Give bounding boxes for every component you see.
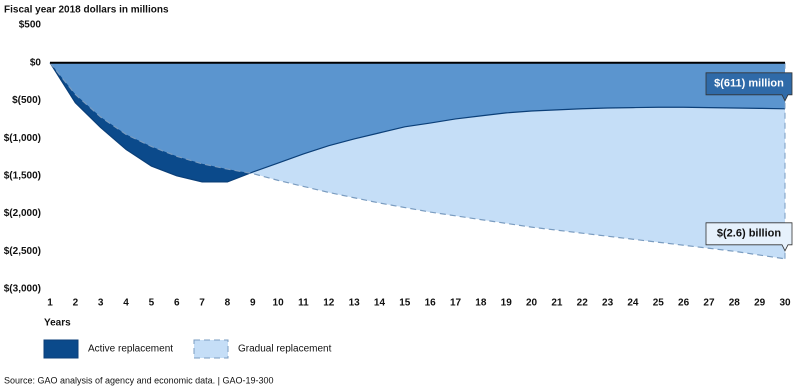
x-tick-label: 25	[653, 298, 665, 309]
legend-label: Gradual replacement	[238, 344, 332, 355]
end-label: $(2.6) billion	[717, 228, 781, 240]
x-tick-label: 9	[250, 298, 256, 309]
x-tick-label: 1	[47, 298, 53, 309]
y-tick-label: $0	[30, 57, 42, 68]
x-tick-label: 7	[199, 298, 205, 309]
source: Source: GAO analysis of agency and econo…	[4, 375, 273, 385]
series-line	[49, 62, 786, 260]
y-tick-label: $(1,500)	[4, 170, 41, 181]
x-tick-label: 30	[779, 298, 791, 309]
x-tick-label: 27	[703, 298, 715, 309]
x-tick-label: 24	[627, 298, 639, 309]
y-tick-label: $(3,000)	[4, 284, 41, 295]
x-tick-label: 10	[273, 298, 285, 309]
callout	[705, 222, 793, 252]
x-tick-label: 28	[729, 298, 741, 309]
x-tick-label: 2	[73, 298, 79, 309]
x-tick-label: 5	[149, 298, 155, 309]
x-tick-label: 3	[98, 298, 104, 309]
x-tick-label: 13	[349, 298, 361, 309]
x-tick-label: 4	[123, 298, 129, 309]
x-tick-label: 20	[526, 298, 538, 309]
x-tick-label: 12	[323, 298, 335, 309]
x-tick-label: 16	[425, 298, 437, 309]
x-tick-label: 15	[399, 298, 411, 309]
legend-label: Active replacement	[88, 344, 173, 355]
x-axis-label: Years	[44, 318, 71, 329]
x-tick-label: 11	[298, 298, 309, 309]
x-tick-label: 6	[174, 298, 180, 309]
x-tick-label: 21	[551, 298, 563, 309]
overlap-area	[50, 62, 785, 182]
x-tick-label: 22	[577, 298, 589, 309]
x-tick-label: 14	[374, 298, 386, 309]
chart-title: Fiscal year 2018 dollars in millions	[4, 5, 169, 16]
x-tick-label: 19	[501, 298, 513, 309]
x-tick-label: 8	[225, 298, 231, 309]
y-tick-label: $(500)	[12, 95, 41, 106]
x-tick-label: 18	[475, 298, 487, 309]
x-tick-label: 23	[602, 298, 614, 309]
y-tick-label: $500	[19, 20, 42, 31]
x-tick-label: 29	[754, 298, 766, 309]
end-label: $(611) million	[714, 78, 784, 90]
legend-swatch	[193, 339, 229, 359]
y-tick-label: $(1,000)	[4, 133, 41, 144]
legend-swatch	[43, 339, 79, 359]
series-line	[49, 62, 786, 183]
callout	[705, 72, 793, 102]
y-tick-label: $(2,500)	[4, 246, 41, 257]
y-tick-label: $(2,000)	[4, 208, 41, 219]
x-tick-label: 26	[678, 298, 690, 309]
x-tick-label: 17	[450, 298, 462, 309]
